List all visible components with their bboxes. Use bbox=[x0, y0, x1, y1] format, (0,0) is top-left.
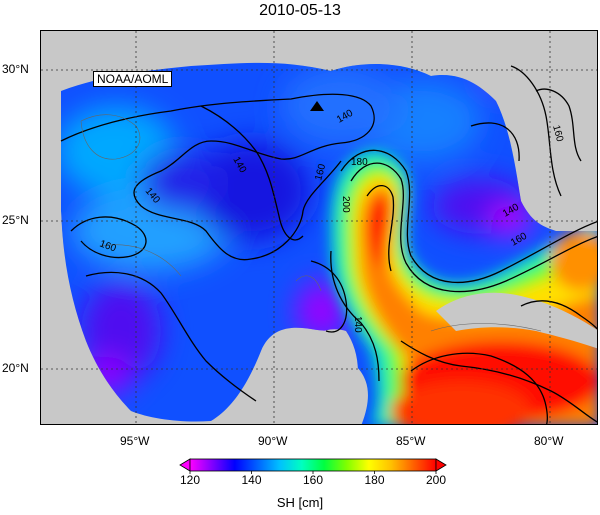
station-marker-icon bbox=[310, 101, 324, 111]
colorbar-tick-label: 180 bbox=[364, 473, 385, 487]
colorbar-tick-label: 120 bbox=[179, 473, 201, 487]
lon-tick-label: 80°W bbox=[534, 434, 564, 448]
lon-tick-label: 95°W bbox=[120, 434, 150, 448]
colorbar-max-arrow-icon bbox=[435, 458, 447, 472]
contour-label: 160 bbox=[313, 162, 328, 181]
lon-tick-label: 85°W bbox=[396, 434, 426, 448]
contour-label: 200 bbox=[340, 196, 351, 213]
minor-contours bbox=[80, 114, 542, 332]
colorbar-min-arrow-icon bbox=[179, 458, 191, 472]
lat-tick-label: 25°N bbox=[2, 213, 29, 227]
lat-tick-label: 20°N bbox=[2, 361, 29, 375]
lon-tick-label: 90°W bbox=[258, 434, 288, 448]
colorbar-bar bbox=[189, 458, 437, 472]
map-panel: 140 140 140 140 160 160 160 160 180 200 … bbox=[40, 30, 598, 425]
lat-tick-label: 30°N bbox=[2, 62, 29, 76]
contour-lines bbox=[60, 65, 597, 424]
map-title: 2010-05-13 bbox=[259, 2, 341, 19]
contour-label: 140 bbox=[352, 316, 363, 333]
colorbar-tick-label: 140 bbox=[241, 473, 262, 487]
graticule bbox=[41, 31, 597, 424]
colorbar-tick-label: 160 bbox=[302, 473, 324, 487]
colorbar-tick-label: 200 bbox=[425, 473, 447, 487]
contour-label: 160 bbox=[550, 124, 565, 143]
sea-height-map: 140 140 140 140 160 160 160 160 180 200 … bbox=[41, 31, 597, 424]
colorbar-title: SH [cm] bbox=[276, 495, 324, 510]
credit-label: NOAA/AOML bbox=[93, 71, 173, 87]
contour-label: 180 bbox=[351, 157, 368, 168]
